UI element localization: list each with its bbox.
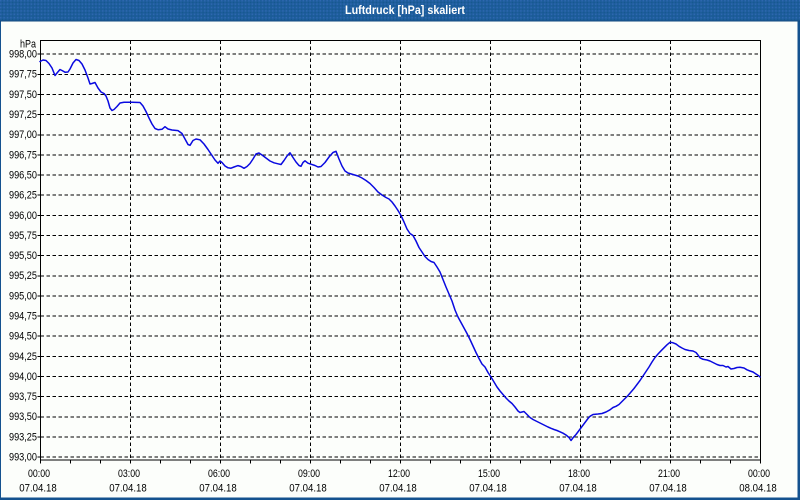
svg-text:994,00: 994,00 (9, 371, 37, 383)
svg-text:995,50: 995,50 (9, 250, 37, 262)
svg-text:00:00: 00:00 (28, 468, 50, 480)
svg-text:993,50: 993,50 (9, 411, 37, 423)
svg-text:997,50: 997,50 (9, 89, 37, 101)
svg-text:03:00: 03:00 (118, 468, 140, 480)
svg-text:996,50: 996,50 (9, 170, 37, 182)
svg-text:00:00: 00:00 (748, 468, 770, 480)
svg-text:Luftdruck [hPa] skaliert: Luftdruck [hPa] skaliert (345, 3, 465, 17)
svg-text:07.04.18: 07.04.18 (199, 483, 237, 495)
svg-text:07.04.18: 07.04.18 (19, 483, 57, 495)
svg-text:hPa: hPa (20, 39, 37, 51)
svg-text:21:00: 21:00 (658, 468, 680, 480)
svg-text:07.04.18: 07.04.18 (649, 483, 687, 495)
svg-text:15:00: 15:00 (478, 468, 500, 480)
svg-text:994,50: 994,50 (9, 331, 37, 343)
svg-text:06:00: 06:00 (208, 468, 230, 480)
svg-text:997,00: 997,00 (9, 129, 37, 141)
svg-text:993,25: 993,25 (9, 431, 37, 443)
svg-text:997,25: 997,25 (9, 109, 37, 121)
svg-text:996,25: 996,25 (9, 190, 37, 202)
svg-text:09:00: 09:00 (298, 468, 320, 480)
svg-text:995,75: 995,75 (9, 230, 37, 242)
svg-text:994,75: 994,75 (9, 311, 37, 323)
svg-text:07.04.18: 07.04.18 (289, 483, 327, 495)
svg-text:998,00: 998,00 (9, 49, 37, 61)
svg-text:07.04.18: 07.04.18 (559, 483, 597, 495)
svg-text:07.04.18: 07.04.18 (469, 483, 507, 495)
svg-text:993,00: 993,00 (9, 452, 37, 464)
svg-text:995,00: 995,00 (9, 290, 37, 302)
svg-text:994,25: 994,25 (9, 351, 37, 363)
svg-text:12:00: 12:00 (388, 468, 410, 480)
svg-text:08.04.18: 08.04.18 (739, 483, 777, 495)
svg-text:07.04.18: 07.04.18 (109, 483, 147, 495)
svg-text:997,75: 997,75 (9, 69, 37, 81)
svg-text:995,25: 995,25 (9, 270, 37, 282)
svg-text:07.04.18: 07.04.18 (379, 483, 417, 495)
svg-text:993,75: 993,75 (9, 391, 37, 403)
svg-text:18:00: 18:00 (568, 468, 590, 480)
svg-text:996,00: 996,00 (9, 210, 37, 222)
svg-text:996,75: 996,75 (9, 149, 37, 161)
